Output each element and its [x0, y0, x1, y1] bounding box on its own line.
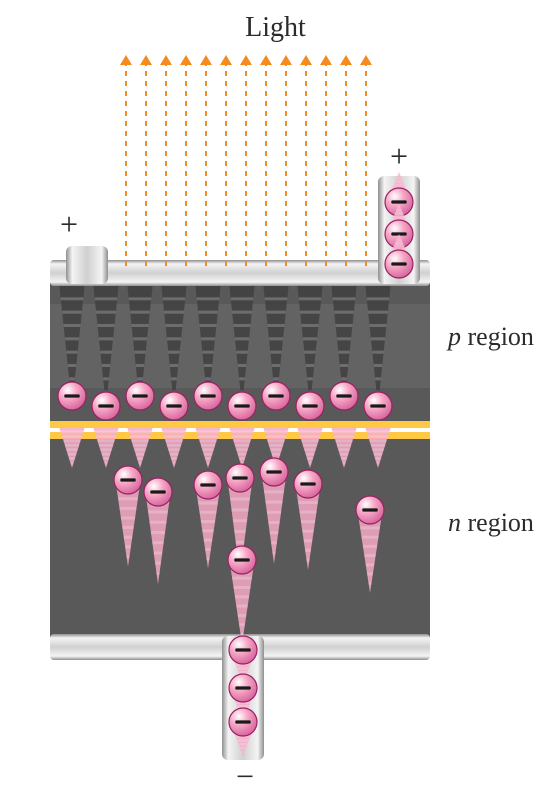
electron: [92, 392, 120, 420]
light-arrow-head: [260, 55, 272, 65]
electron: [114, 466, 142, 494]
light-label: Light: [0, 12, 551, 44]
electron: [194, 471, 222, 499]
electron: [356, 496, 384, 524]
light-arrow-head: [320, 55, 332, 65]
electron: [385, 250, 413, 278]
electron: [58, 382, 86, 410]
light-arrow-head: [120, 55, 132, 65]
minus-bottom: −: [236, 758, 254, 795]
electron: [144, 478, 172, 506]
electron: [126, 382, 154, 410]
electron: [294, 470, 322, 498]
light-arrow-head: [240, 55, 252, 65]
electron: [160, 392, 188, 420]
light-arrow-head: [220, 55, 232, 65]
electron: [228, 392, 256, 420]
electron: [364, 392, 392, 420]
electron: [228, 546, 256, 574]
electron: [260, 458, 288, 486]
electron: [229, 674, 257, 702]
light-arrow-head: [160, 55, 172, 65]
electron: [229, 636, 257, 664]
electron: [330, 382, 358, 410]
light-arrow-head: [200, 55, 212, 65]
electron: [229, 708, 257, 736]
n-region-label: n region: [448, 508, 534, 538]
p-region-label: p region: [448, 322, 534, 352]
electron: [296, 392, 324, 420]
light-arrow-head: [180, 55, 192, 65]
light-arrow-head: [280, 55, 292, 65]
led-diagram: [0, 0, 551, 793]
light-arrow-head: [360, 55, 372, 65]
electron: [226, 464, 254, 492]
electron: [194, 382, 222, 410]
light-arrow-head: [340, 55, 352, 65]
electron: [262, 382, 290, 410]
left-terminal: [66, 246, 108, 284]
plus-left: +: [60, 206, 78, 243]
light-arrow-head: [140, 55, 152, 65]
light-arrow-head: [300, 55, 312, 65]
plus-right: +: [390, 138, 408, 175]
